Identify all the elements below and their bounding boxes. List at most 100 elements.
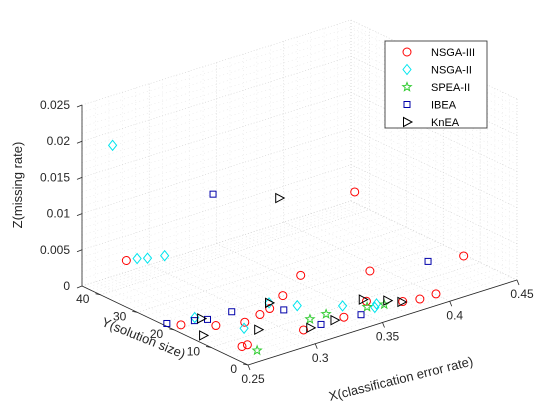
legend-marker-nsga-ii — [402, 63, 412, 76]
grid-line — [137, 227, 407, 313]
grid-line — [350, 200, 518, 281]
point-nsga-iii — [278, 291, 288, 301]
grid-line — [81, 128, 352, 214]
grid-line — [283, 221, 450, 302]
point-nsga-iii — [365, 266, 375, 276]
point-nsga-iii — [398, 297, 408, 307]
point-nsga-ii — [107, 139, 118, 152]
series-nsga-iii — [121, 187, 469, 351]
y-axis-line — [81, 285, 249, 366]
point-knea — [199, 330, 210, 341]
axis-ticks: 0.25 0.3 0.35 0.4 0.45 0 10 20 30 40 0 0.005 0.01 0.0… — [40, 98, 534, 386]
point-knea — [306, 322, 317, 334]
point-nsga-iii — [415, 294, 425, 304]
z-tick-label: 0 — [63, 279, 70, 293]
point-ibea — [424, 257, 432, 265]
y-tick-mark — [132, 310, 138, 313]
point-ibea — [228, 308, 236, 316]
point-nsga-iii — [299, 325, 309, 335]
x-tick-mark — [314, 343, 318, 349]
grid-line — [350, 128, 518, 208]
grid-line — [350, 55, 518, 136]
point-nsga-ii — [142, 252, 153, 264]
grid-line — [216, 243, 383, 323]
point-knea — [330, 314, 341, 326]
x-tick-label: 0.4 — [446, 308, 463, 322]
series-spea-ii — [251, 298, 390, 356]
point-knea — [254, 324, 265, 336]
point-ibea — [317, 320, 325, 328]
x-tick-mark — [449, 301, 453, 307]
point-nsga-iii — [176, 320, 186, 330]
point-nsga-iii — [255, 310, 265, 320]
point-nsga-iii — [265, 304, 275, 314]
point-nsga-ii — [132, 252, 142, 265]
x-tick-label: 0.35 — [376, 330, 400, 344]
legend-label-nsga-ii: NSGA-II — [431, 65, 472, 77]
y-tick-mark — [95, 293, 101, 296]
grid-line — [81, 164, 352, 251]
legend-marker-spea-ii — [401, 81, 413, 92]
y-tick-mark — [242, 363, 249, 366]
point-nsga-iii — [237, 341, 247, 351]
x-tick-mark — [516, 279, 520, 286]
legend: NSGA-III NSGA-II SPEA-II IBEA KnEA — [384, 40, 488, 129]
y-tick-label: 0 — [230, 362, 237, 376]
point-nsga-ii — [371, 298, 382, 310]
z-tick-mark — [76, 213, 83, 216]
point-nsga-iii — [121, 256, 131, 266]
point-spea-ii — [251, 344, 263, 356]
point-ibea — [163, 319, 171, 327]
grid-line — [81, 19, 352, 106]
data-markers — [107, 139, 469, 356]
z-axis-label: Z(missing rate) — [10, 142, 25, 229]
z-tick-label: 0.02 — [47, 134, 71, 148]
point-spea-ii — [320, 308, 332, 319]
legend-label-spea-ii: SPEA-II — [431, 82, 470, 94]
y-tick-label: 10 — [187, 344, 201, 358]
x-tick-mark — [247, 364, 251, 371]
point-ibea — [209, 190, 217, 198]
y-tick-mark — [206, 346, 212, 348]
grid-line — [350, 164, 518, 245]
point-ibea — [280, 306, 288, 314]
x-axis-label: X(classification error rate) — [327, 353, 474, 403]
z-tick-mark — [76, 249, 83, 253]
point-nsga-iii — [240, 317, 250, 327]
grid-line — [350, 19, 518, 100]
y-tick-label: 30 — [113, 309, 127, 323]
point-nsga-ii — [337, 300, 348, 312]
point-knea — [275, 192, 286, 204]
point-nsga-iii — [431, 289, 441, 299]
point-nsga-ii — [292, 299, 302, 312]
z-tick-label: 0.01 — [47, 207, 71, 221]
z-tick-mark — [76, 177, 83, 180]
legend-box — [384, 40, 488, 129]
z-tick-label: 0.025 — [40, 98, 70, 112]
point-knea — [197, 313, 208, 324]
x-tick-label: 0.3 — [312, 351, 329, 365]
point-knea — [358, 294, 369, 305]
grid-line — [350, 92, 518, 172]
point-spea-ii — [361, 301, 373, 312]
grid-line — [174, 244, 444, 331]
x-tick-label: 0.25 — [241, 372, 265, 386]
floor-pane — [82, 201, 517, 365]
z-tick-label: 0.015 — [40, 170, 70, 184]
x-tick-mark — [382, 322, 385, 328]
y-tick-label: 20 — [150, 327, 164, 341]
series-nsga-ii — [107, 139, 382, 335]
legend-label-ibea: IBEA — [431, 100, 457, 112]
legend-label-nsga-iii: NSGA-III — [431, 47, 475, 59]
grid-line — [81, 55, 352, 142]
legend-marker-nsga-iii — [402, 47, 412, 57]
point-nsga-iii — [350, 187, 360, 197]
point-ibea — [357, 311, 365, 319]
z-tick-mark — [76, 285, 83, 289]
point-knea — [397, 296, 408, 308]
grid-line — [149, 264, 316, 345]
grid-line — [81, 92, 352, 178]
point-nsga-iii — [339, 312, 349, 322]
legend-marker-ibea — [403, 101, 411, 108]
